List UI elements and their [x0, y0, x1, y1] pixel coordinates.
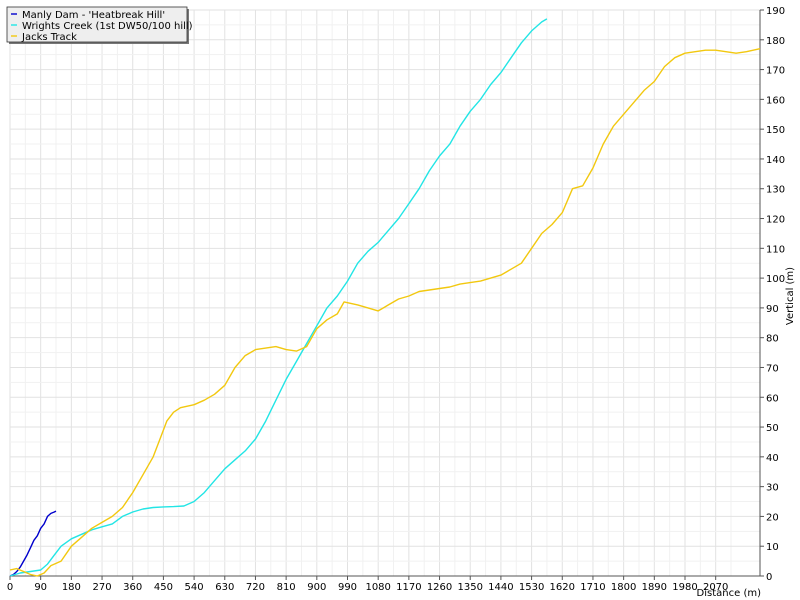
x-tick-label-0: 0 [7, 582, 13, 593]
x-tick-label-12: 1080 [365, 582, 390, 593]
x-tick-label-11: 990 [338, 582, 357, 593]
x-tick-label-7: 630 [215, 582, 234, 593]
y-tick-label-3: 30 [766, 483, 779, 494]
x-tick-label-21: 1890 [642, 582, 667, 593]
legend: Manly Dam - 'Heatbreak Hill'Wrights Cree… [6, 6, 193, 44]
y-tick-label-10: 100 [766, 274, 785, 285]
x-tick-label-20: 1800 [611, 582, 636, 593]
x-tick-label-23: 2070 [703, 582, 728, 593]
x-tick-label-15: 1350 [458, 582, 483, 593]
y-tick-label-8: 80 [766, 334, 779, 345]
x-tick-label-14: 1260 [427, 582, 452, 593]
legend-label-2: Jacks Track [21, 32, 77, 43]
x-tick-label-9: 810 [277, 582, 296, 593]
y-tick-label-16: 160 [766, 95, 785, 106]
x-tick-label-3: 270 [92, 582, 111, 593]
y-tick-label-0: 0 [766, 572, 772, 583]
y-tick-label-5: 50 [766, 423, 779, 434]
y-tick-label-19: 190 [766, 6, 785, 17]
y-tick-label-2: 20 [766, 512, 779, 523]
y-tick-label-18: 180 [766, 36, 785, 47]
y-tick-label-17: 170 [766, 66, 785, 77]
x-axis-title: Distance (m) [697, 588, 762, 599]
y-tick-label-12: 120 [766, 215, 785, 226]
series-line-1 [9, 18, 548, 577]
x-tick-label-1: 90 [34, 582, 47, 593]
axes [10, 10, 761, 577]
series-line-2 [9, 48, 761, 577]
x-tick-label-4: 360 [123, 582, 142, 593]
x-tick-label-22: 1980 [672, 582, 697, 593]
x-tick-label-13: 1170 [396, 582, 421, 593]
x-tick-label-5: 450 [154, 582, 173, 593]
x-tick-label-16: 1440 [488, 582, 513, 593]
y-tick-label-4: 40 [766, 453, 779, 464]
y-tick-label-1: 10 [766, 542, 779, 553]
legend-label-1: Wrights Creek (1st DW50/100 hill) [22, 21, 193, 32]
y-tick-label-7: 70 [766, 363, 779, 374]
x-tick-label-10: 900 [307, 582, 326, 593]
x-tick-label-18: 1620 [550, 582, 575, 593]
y-axis-title: Vertical (m) [785, 267, 796, 325]
y-tick-label-15: 150 [766, 125, 785, 136]
x-tick-label-6: 540 [185, 582, 204, 593]
y-tick-label-9: 90 [766, 304, 779, 315]
x-axis-ticks: 0 90 180 270 360 450 540 630 720 810 900 990 1080 117… [7, 576, 728, 593]
y-axis-ticks: 0 10 20 30 40 50 60 70 80 90 100 110 120 130 140 150 160… [760, 6, 785, 583]
y-tick-label-14: 140 [766, 155, 785, 166]
series-line-0 [9, 510, 57, 577]
y-tick-label-13: 130 [766, 185, 785, 196]
x-tick-label-8: 720 [246, 582, 265, 593]
legend-box [6, 6, 188, 43]
x-tick-label-19: 1710 [580, 582, 605, 593]
x-tick-label-2: 180 [62, 582, 81, 593]
legend-label-0: Manly Dam - 'Heatbreak Hill' [22, 10, 165, 21]
y-tick-label-11: 110 [766, 244, 785, 255]
series-layer [9, 18, 761, 577]
y-tick-label-6: 60 [766, 393, 779, 404]
x-tick-label-17: 1530 [519, 582, 544, 593]
